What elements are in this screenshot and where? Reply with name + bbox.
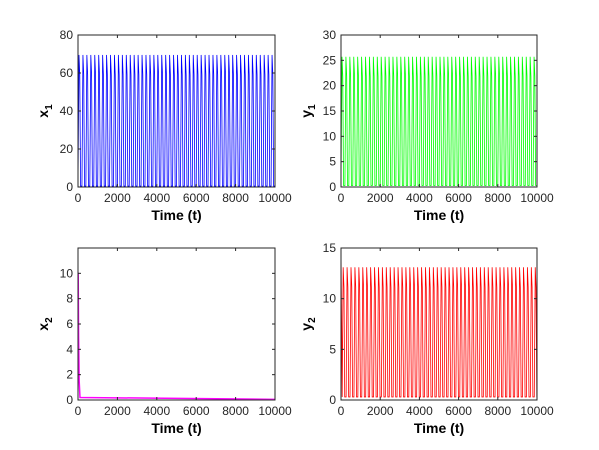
y-tick-label: 0 xyxy=(329,393,336,407)
y-tick-label: 2 xyxy=(66,368,73,382)
x-tick-label: 4000 xyxy=(406,191,433,205)
y-axis-label-main: x xyxy=(35,323,51,331)
y-tick-label: 4 xyxy=(66,342,73,356)
x-tick-label: 8000 xyxy=(222,404,249,418)
x-tick-label: 4000 xyxy=(143,191,170,205)
y-axis-label-main: x xyxy=(35,110,51,118)
x-tick-label: 0 xyxy=(75,404,82,418)
y-tick-label: 40 xyxy=(60,104,74,118)
y-tick-label: 0 xyxy=(66,180,73,194)
x-tick-label: 0 xyxy=(338,191,345,205)
x-axis-label: Time (t) xyxy=(414,420,464,436)
x-tick-label: 4000 xyxy=(143,404,170,418)
chart-panel-1: 0 2000 4000 6000 8000 10000 0 20 40 60 80 Time (t) x… xyxy=(35,28,292,223)
y-tick-label: 10 xyxy=(60,266,74,280)
x-tick-label: 4000 xyxy=(406,404,433,418)
x-tick-label: 8000 xyxy=(222,191,249,205)
y-axis-label-main: y xyxy=(298,323,314,331)
y-tick-label: 8 xyxy=(66,292,73,306)
y-axis-label-subscript: 1 xyxy=(44,104,55,110)
y-tick-label: 5 xyxy=(329,155,336,169)
y-tick-label: 80 xyxy=(60,28,74,42)
y-tick-label: 15 xyxy=(323,241,337,255)
x-axis-label: Time (t) xyxy=(151,420,201,436)
chart-panel-4: 0 2000 4000 6000 8000 10000 0 5 10 15 Time (t) y2 xyxy=(298,241,554,436)
x-tick-label: 0 xyxy=(75,191,82,205)
y-tick-label: 5 xyxy=(329,342,336,356)
y-axis-label: y1 xyxy=(298,104,318,118)
y-tick-label: 0 xyxy=(329,180,336,194)
y-axis-label: x2 xyxy=(35,317,55,331)
series-line-1 xyxy=(78,54,275,187)
x-tick-label: 2000 xyxy=(367,191,394,205)
y-axis-label: x1 xyxy=(35,104,55,118)
x-tick-label: 10000 xyxy=(520,191,554,205)
y-tick-label: 6 xyxy=(66,317,73,331)
series-line-1 xyxy=(341,248,537,398)
x-tick-label: 10000 xyxy=(520,404,554,418)
x-tick-label: 6000 xyxy=(445,404,472,418)
y-tick-label: 20 xyxy=(60,142,74,156)
x-axis-label: Time (t) xyxy=(414,207,464,223)
series-line-1 xyxy=(341,56,537,186)
x-tick-label: 0 xyxy=(338,404,345,418)
x-tick-label: 2000 xyxy=(104,404,131,418)
y-axis-label-subscript: 2 xyxy=(307,317,318,323)
y-tick-label: 10 xyxy=(323,129,337,143)
y-tick-label: 60 xyxy=(60,66,74,80)
x-tick-label: 8000 xyxy=(484,191,511,205)
x-tick-label: 2000 xyxy=(104,191,131,205)
x-axis-label: Time (t) xyxy=(151,207,201,223)
y-axis-label-subscript: 1 xyxy=(307,104,318,110)
axes-box xyxy=(340,247,538,401)
y-tick-label: 25 xyxy=(323,53,337,67)
x-tick-label: 10000 xyxy=(258,191,292,205)
x-tick-label: 10000 xyxy=(258,404,292,418)
y-tick-label: 10 xyxy=(323,292,337,306)
y-tick-label: 0 xyxy=(66,393,73,407)
chart-panel-2: 0 2000 4000 6000 8000 10000 0 5 10 15 20 25 30 Time (… xyxy=(298,28,554,223)
x-tick-label: 6000 xyxy=(445,191,472,205)
x-tick-label: 6000 xyxy=(183,191,210,205)
x-tick-label: 8000 xyxy=(484,404,511,418)
y-tick-label: 20 xyxy=(323,79,337,93)
y-axis-label: y2 xyxy=(298,317,318,331)
y-axis-label-main: y xyxy=(298,110,314,118)
x-tick-label: 2000 xyxy=(367,404,394,418)
y-tick-label: 30 xyxy=(323,28,337,42)
y-tick-label: 15 xyxy=(323,104,337,118)
y-axis-label-subscript: 2 xyxy=(44,317,55,323)
x-tick-label: 6000 xyxy=(183,404,210,418)
